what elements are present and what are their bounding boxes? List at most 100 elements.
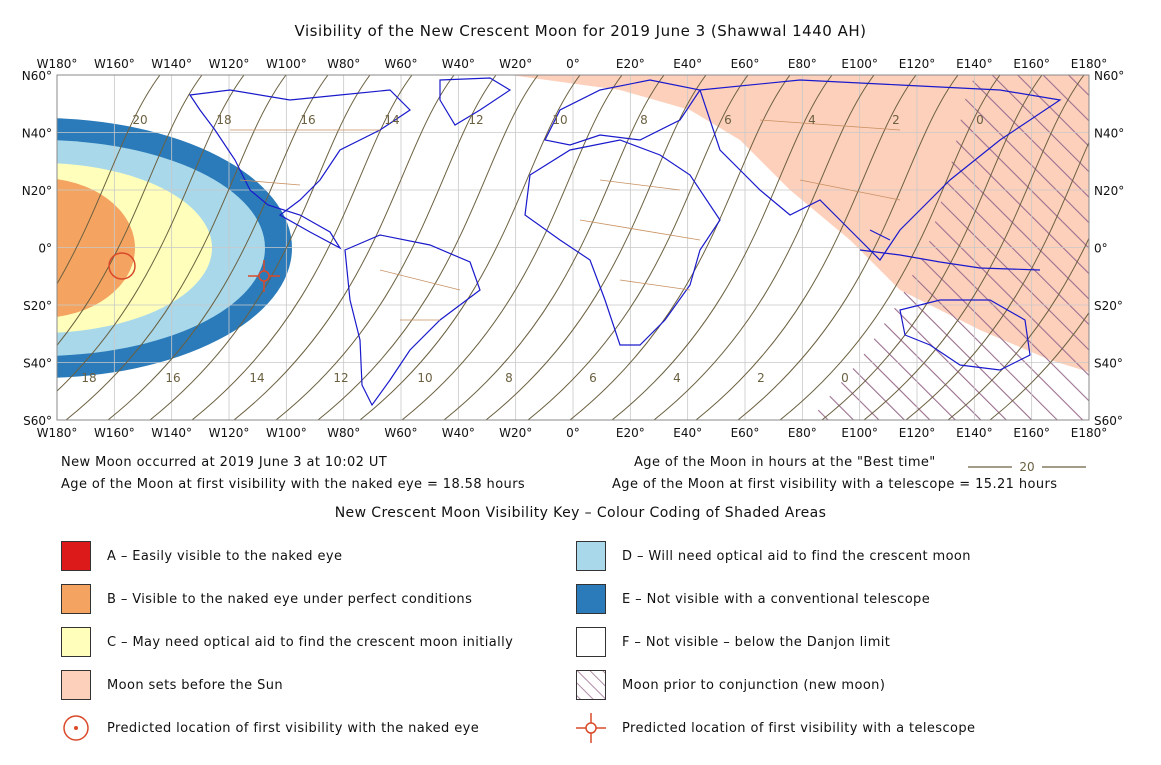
lon-label-bottom: E40° (673, 426, 702, 440)
map-title: Visibility of the New Crescent Moon for … (294, 22, 867, 40)
lat-label-left: S60° (23, 414, 52, 428)
lon-label-top: W20° (499, 57, 532, 71)
age-label-bottom: 12 (333, 371, 348, 385)
lon-label-bottom: W100° (266, 426, 307, 440)
lat-label-left: N40° (22, 127, 52, 141)
age-label-bottom: 8 (505, 371, 513, 385)
age-label-bottom: 16 (165, 371, 180, 385)
key-item-f: F – Not visible – below the Danjon limit (576, 627, 890, 657)
zone-c-swatch (61, 627, 91, 657)
lon-label-bottom: W60° (384, 426, 417, 440)
lon-label-top: W180° (37, 57, 78, 71)
zone-e-swatch (576, 584, 606, 614)
lon-label-bottom: E60° (731, 426, 760, 440)
lon-label-bottom: E160° (1013, 426, 1050, 440)
age-contour-line (57, 75, 161, 285)
lon-label-top: W120° (209, 57, 250, 71)
age-contour-line (485, 75, 707, 420)
conjunction-swatch (576, 670, 606, 700)
age-label-top: 12 (468, 113, 483, 127)
naked-eye-marker (108, 252, 136, 280)
lat-label-right: N60° (1094, 69, 1124, 83)
age-contour-line (359, 75, 581, 420)
lon-label-bottom: E20° (616, 426, 645, 440)
age-contour-line (779, 75, 1001, 420)
lon-label-bottom: E120° (899, 426, 936, 440)
lon-label-bottom: W160° (94, 426, 135, 440)
lon-label-top: W100° (266, 57, 307, 71)
key-item-moonset: Moon sets before the Sun (61, 670, 283, 700)
australia-coast (899, 299, 1031, 371)
age-label-top: 8 (640, 113, 648, 127)
age-label-top: 18 (216, 113, 231, 127)
lat-label-left: S20° (23, 299, 52, 313)
age-label-top: 20 (132, 113, 147, 127)
asia-coast (699, 79, 1062, 261)
key-item-naked-marker: Predicted location of first visibility w… (61, 713, 479, 743)
lon-label-top: E140° (956, 57, 993, 71)
age-line-sample: 20 (968, 460, 1086, 474)
naked-eye-age-info: Age of the Moon at first visibility with… (61, 477, 526, 492)
north-america-coast (188, 89, 411, 250)
lon-label-top: E100° (841, 57, 878, 71)
zone-b-region (57, 179, 135, 317)
key-b-label: B – Visible to the naked eye under perfe… (107, 591, 473, 607)
zone-f-swatch (576, 627, 606, 657)
new-moon-info: New Moon occurred at 2019 June 3 at 10:0… (61, 455, 388, 470)
key-item-d: D – Will need optical aid to find the cr… (576, 541, 971, 571)
key-item-telescope-marker: Predicted location of first visibility w… (576, 713, 975, 743)
age-label-bottom: 6 (589, 371, 597, 385)
lon-label-top: W40° (442, 57, 475, 71)
age-label-top: 16 (300, 113, 315, 127)
lon-label-bottom: E80° (788, 426, 817, 440)
key-item-e: E – Not visible with a conventional tele… (576, 584, 930, 614)
key-item-a: A – Easily visible to the naked eye (61, 541, 342, 571)
age-contour-line (149, 75, 371, 420)
age-contour-line (107, 75, 329, 420)
age-contour-line (527, 75, 749, 420)
age-label-bottom: 14 (249, 371, 264, 385)
key-a-label: A – Easily visible to the naked eye (107, 548, 343, 564)
age-contour-line (275, 75, 497, 420)
best-time-label: Age of the Moon in hours at the "Best ti… (634, 455, 936, 470)
age-contour-line (569, 75, 791, 420)
lon-label-top: E20° (616, 57, 645, 71)
age-label-bottom: 10 (417, 371, 432, 385)
key-title: New Crescent Moon Visibility Key – Colou… (334, 505, 827, 521)
africa-coast (524, 139, 721, 346)
age-label-top: 4 (808, 113, 816, 127)
age-label-top: 6 (724, 113, 732, 127)
europe-coast (544, 79, 701, 146)
age-contour-line (653, 75, 875, 420)
lon-label-bottom: E100° (841, 426, 878, 440)
age-label-bottom: 4 (673, 371, 681, 385)
age-contour-line (905, 140, 1089, 420)
map-frame (56, 74, 1090, 421)
indonesia-coast (859, 229, 1041, 271)
age-contour-line (443, 75, 665, 420)
lon-label-bottom: 0° (566, 426, 580, 440)
lat-label-right: 0° (1094, 242, 1108, 256)
lat-label-right: S60° (1094, 414, 1123, 428)
lat-label-right: S40° (1094, 357, 1123, 371)
age-contour-line (317, 75, 539, 420)
lon-label-bottom: E140° (956, 426, 993, 440)
lon-label-top: 0° (566, 57, 580, 71)
telescope-marker (248, 260, 280, 292)
moonset-swatch (61, 670, 91, 700)
key-telescope-marker-label: Predicted location of first visibility w… (622, 720, 976, 736)
lat-label-right: S20° (1094, 299, 1123, 313)
age-contour-line (821, 75, 1043, 420)
age-contour-line (989, 311, 1089, 420)
age-label-top: 2 (892, 113, 900, 127)
age-contour-line (695, 75, 917, 420)
lat-label-left: N60° (22, 69, 52, 83)
lon-label-top: W160° (94, 57, 135, 71)
age-contour-line (65, 75, 287, 420)
key-c-label: C – May need optical aid to find the cre… (107, 634, 514, 650)
lon-label-top: E120° (899, 57, 936, 71)
key-moonset-label: Moon sets before the Sun (107, 677, 284, 693)
key-d-label: D – Will need optical aid to find the cr… (622, 548, 971, 564)
lat-label-right: N20° (1094, 184, 1124, 198)
